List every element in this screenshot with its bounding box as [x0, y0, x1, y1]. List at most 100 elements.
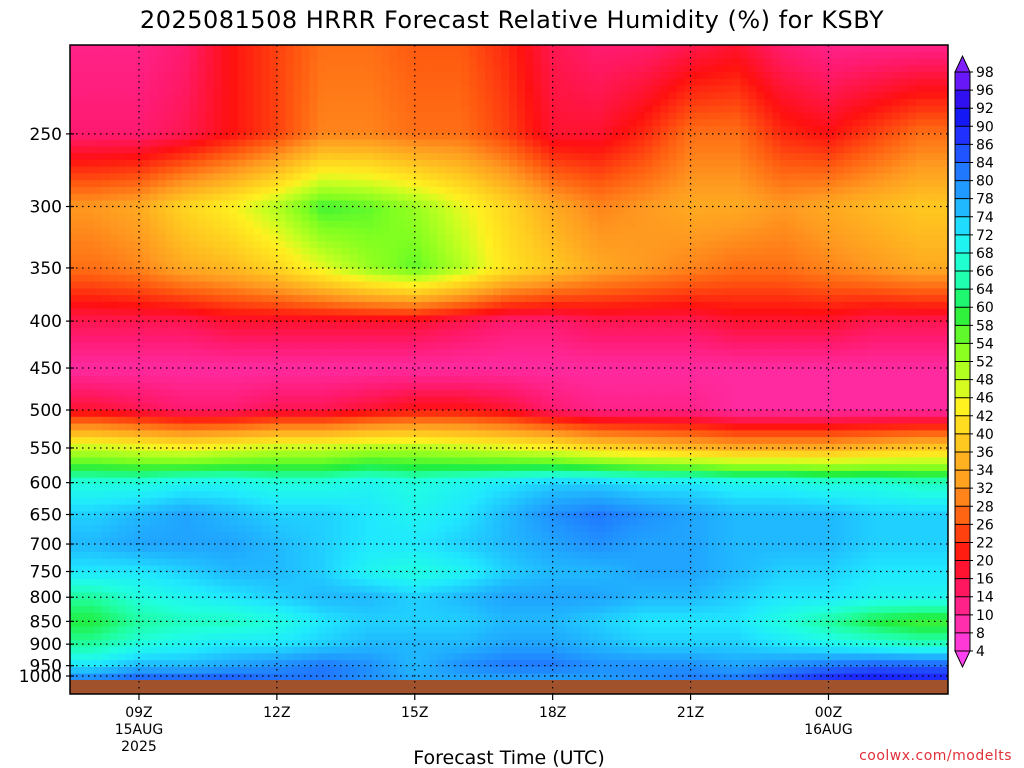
rh-cell: [205, 173, 215, 181]
rh-cell: [636, 65, 646, 73]
rh-cell: [676, 335, 686, 344]
rh-cell: [548, 51, 558, 60]
rh-cell: [133, 308, 143, 317]
rh-cell: [189, 308, 199, 317]
rh-cell: [772, 92, 781, 100]
rh-cell: [596, 295, 606, 303]
rh-cell: [596, 268, 606, 276]
rh-cell: [213, 85, 223, 93]
rh-cell: [229, 126, 239, 134]
rh-cell: [804, 139, 813, 148]
rh-cell: [421, 207, 430, 215]
rh-cell: [556, 288, 566, 296]
rh-cell: [620, 58, 630, 66]
rh-cell: [501, 328, 510, 337]
rh-cell: [157, 180, 167, 188]
rh-cell: [516, 342, 526, 350]
rh-cell: [237, 281, 247, 289]
rh-cell: [293, 85, 303, 93]
rh-cell: [93, 349, 103, 357]
rh-cell: [668, 58, 678, 66]
rh-cell: [373, 328, 382, 337]
rh-cell: [804, 51, 813, 60]
rh-cell: [229, 58, 239, 66]
rh-cell: [485, 153, 494, 161]
rh-cell: [221, 308, 231, 317]
rh-cell: [660, 288, 670, 296]
rh-cell: [612, 234, 622, 242]
rh-cell: [732, 328, 742, 337]
rh-cell: [381, 126, 390, 134]
rh-cell: [564, 288, 574, 296]
rh-cell: [261, 99, 271, 107]
rh-cell: [660, 301, 670, 310]
rh-cell: [852, 234, 861, 242]
rh-cell: [125, 335, 135, 344]
rh-cell: [932, 139, 941, 148]
rh-cell: [141, 241, 151, 249]
rh-cell: [724, 99, 734, 107]
rh-cell: [221, 92, 231, 100]
rh-cell: [117, 274, 127, 283]
rh-cell: [684, 322, 694, 330]
rh-cell: [181, 119, 191, 127]
rh-cell: [820, 105, 829, 114]
rh-cell: [173, 288, 183, 296]
rh-cell: [700, 207, 710, 215]
rh-cell: [668, 254, 678, 262]
rh-cell: [820, 112, 829, 120]
rh-cell: [461, 58, 470, 66]
rh-cell: [764, 159, 773, 168]
rh-cell: [125, 166, 135, 175]
rh-cell: [389, 99, 398, 107]
rh-cell: [596, 261, 606, 269]
rh-cell: [341, 288, 350, 296]
rh-cell: [796, 200, 805, 208]
rh-cell: [397, 193, 406, 202]
rh-cell: [772, 274, 781, 283]
rh-cell: [317, 308, 327, 317]
rh-cell: [485, 85, 494, 93]
rh-cell: [309, 45, 319, 53]
rh-cell: [493, 105, 502, 114]
rh-cell: [612, 254, 622, 262]
rh-cell: [181, 207, 191, 215]
rh-cell: [261, 349, 271, 357]
rh-cell: [509, 119, 518, 127]
rh-cell: [524, 99, 534, 107]
rh-cell: [724, 268, 734, 276]
rh-cell: [453, 45, 462, 53]
rh-cell: [532, 85, 542, 93]
rh-cell: [852, 207, 861, 215]
rh-cell: [405, 132, 414, 141]
rh-cell: [724, 139, 734, 148]
rh-cell: [349, 227, 358, 235]
rh-cell: [836, 92, 845, 100]
rh-cell: [684, 99, 694, 107]
rh-cell: [357, 146, 366, 154]
rh-cell: [477, 308, 486, 317]
rh-cell: [724, 193, 734, 202]
rh-cell: [652, 99, 662, 107]
rh-cell: [317, 207, 327, 215]
rh-cell: [516, 146, 526, 154]
rh-cell: [213, 301, 223, 310]
rh-cell: [445, 51, 454, 60]
rh-cell: [852, 322, 861, 330]
rh-cell: [588, 220, 598, 229]
rh-cell: [333, 146, 342, 154]
rh-cell: [796, 335, 805, 344]
rh-cell: [596, 322, 606, 330]
rh-cell: [572, 180, 582, 188]
rh-cell: [117, 78, 127, 87]
rh-cell: [676, 166, 686, 175]
rh-cell: [556, 308, 566, 317]
rh-cell: [876, 274, 885, 283]
rh-cell: [77, 234, 87, 242]
rh-cell: [548, 112, 558, 120]
rh-cell: [181, 132, 191, 141]
rh-cell: [485, 173, 494, 181]
rh-cell: [764, 45, 773, 53]
rh-cell: [421, 166, 430, 175]
rh-cell: [828, 105, 837, 114]
